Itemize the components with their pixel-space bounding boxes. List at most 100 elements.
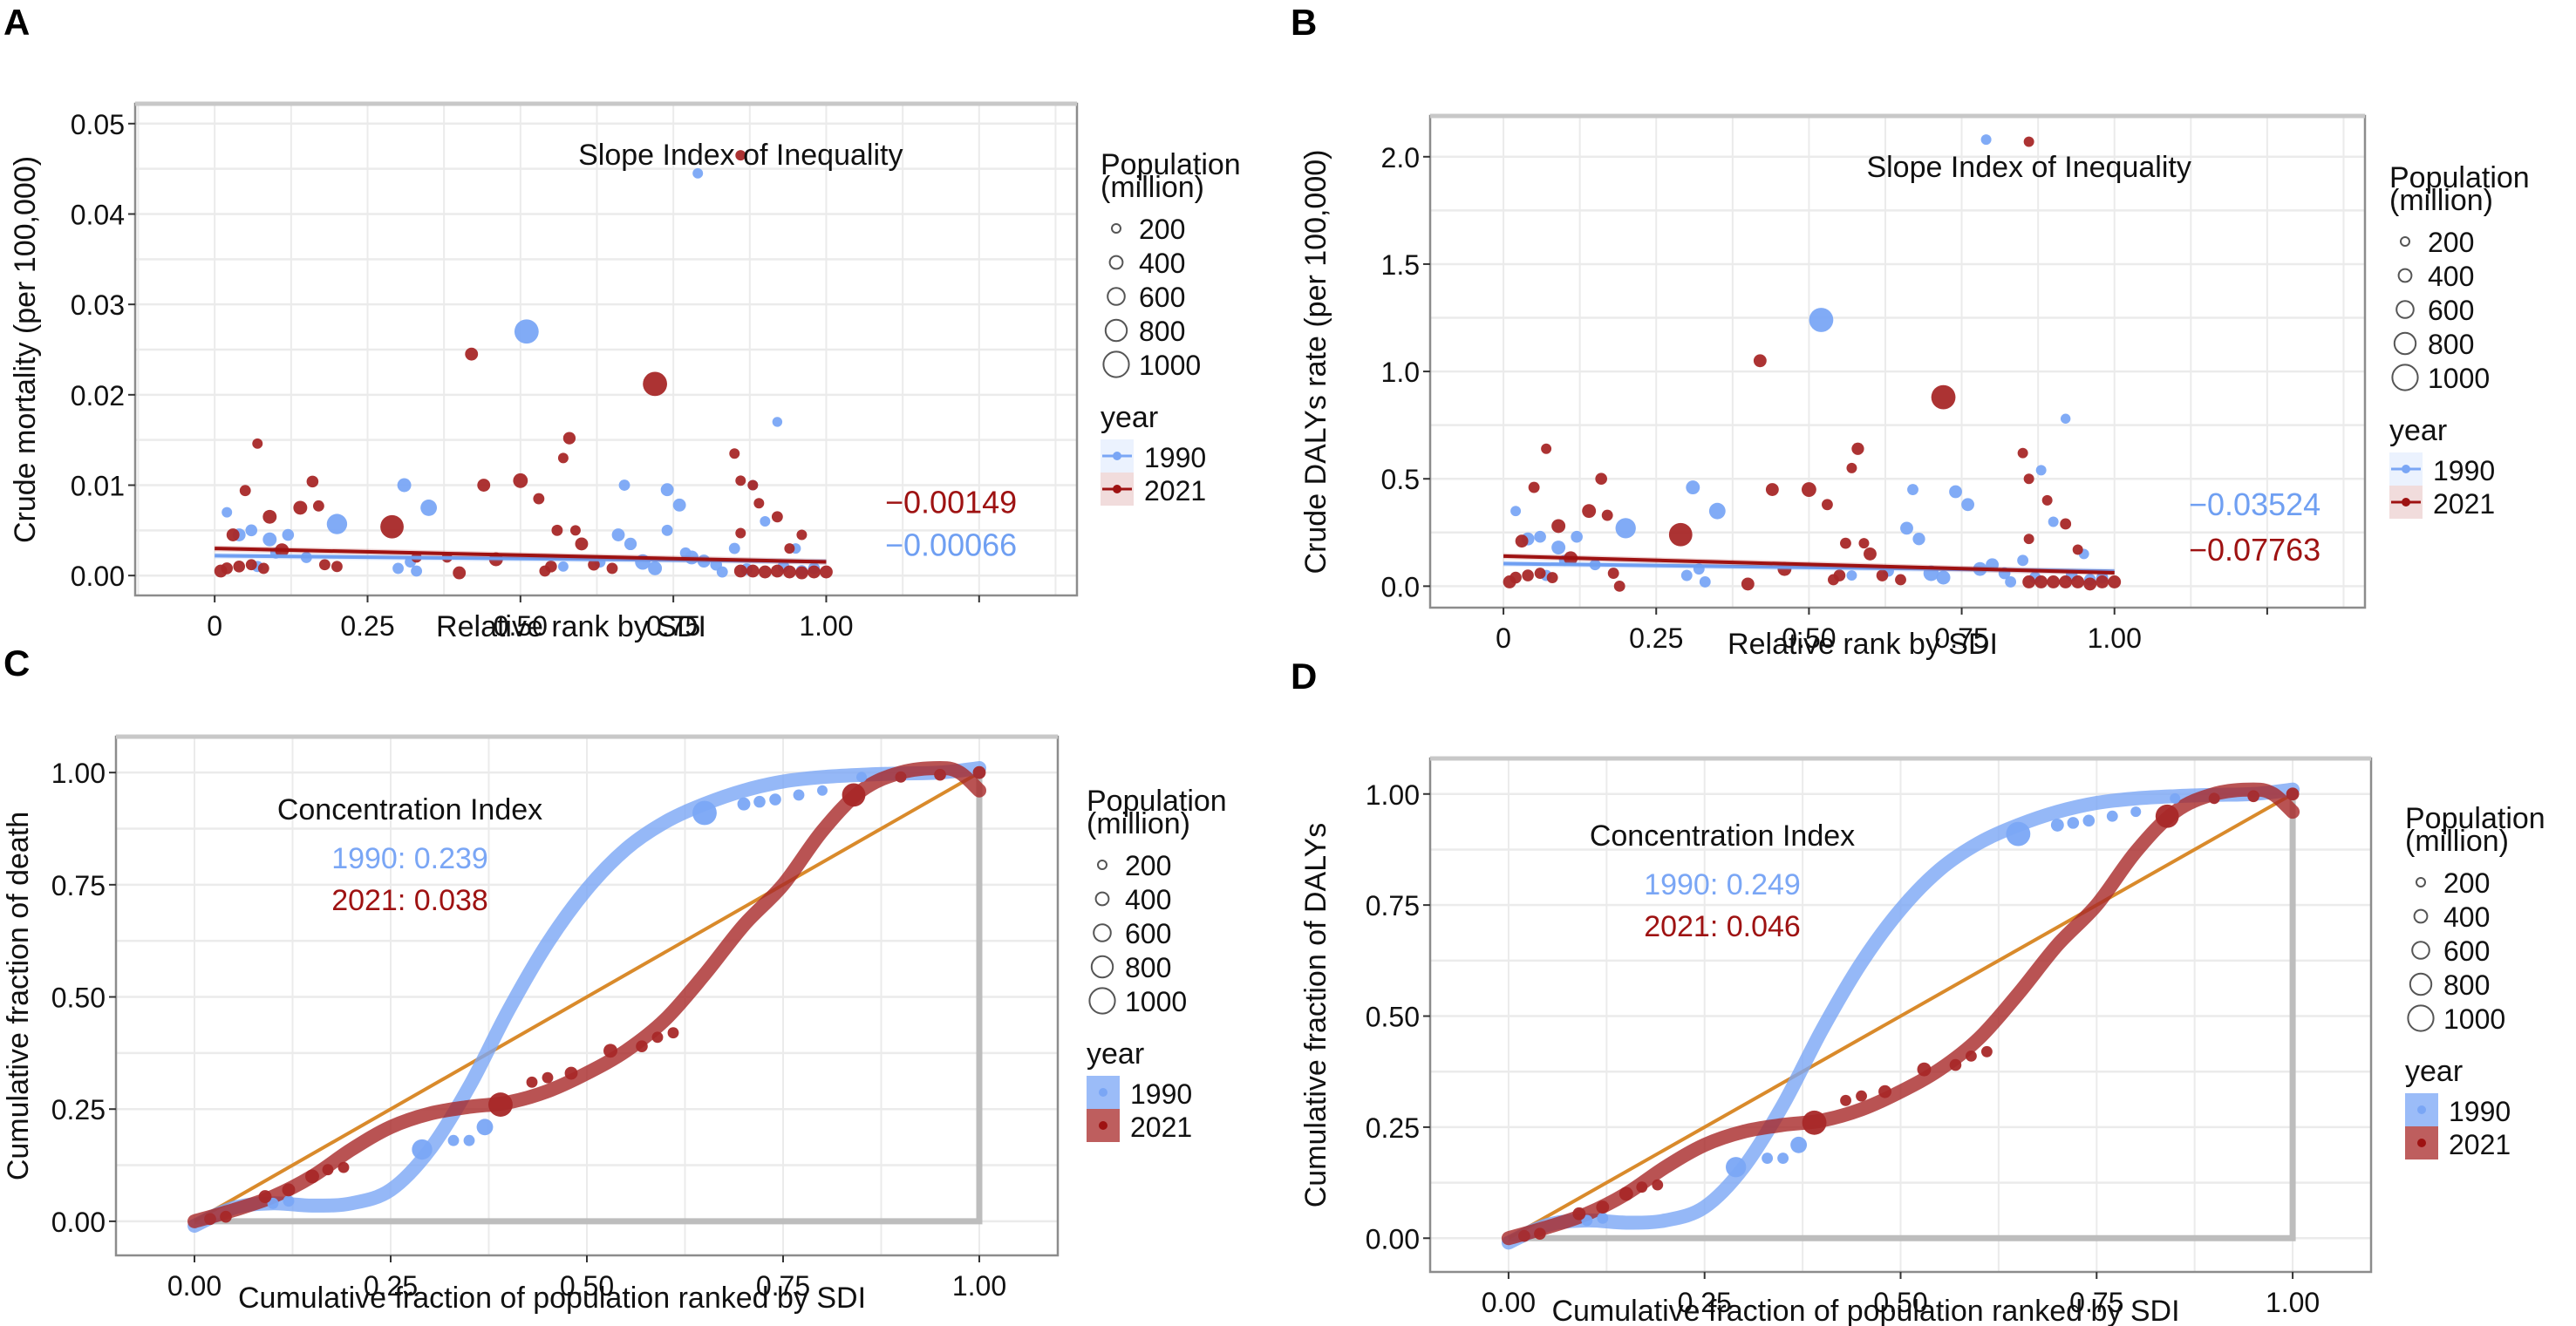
legend-size-subtitle: (million) [1101,171,1204,204]
data-point-2021 [562,432,576,445]
legend-size-key [2407,1004,2435,1032]
data-point-2021 [539,565,551,577]
legend-size-label: 1000 [2428,363,2490,394]
data-point-2021 [1607,568,1619,580]
annotation-title: Slope Index of Inequality [578,139,903,172]
data-point-2021 [758,565,772,579]
legend-size-label: 600 [1125,918,1171,949]
legend-size-label: 800 [1139,316,1185,347]
legend-size-key [1093,923,1112,942]
data-point-1990 [262,532,277,547]
legend-size-label: 400 [2443,901,2490,933]
legend-year-label: 2021 [2433,488,2495,520]
x-tick-label: 0.25 [1678,1287,1732,1318]
data-point-2021 [1619,1187,1633,1201]
legend-year-key-point [2402,498,2410,507]
data-point-1990 [1912,533,1925,546]
data-point-2021 [784,543,795,554]
x-tick-label: 0.25 [1629,622,1683,654]
data-point-1990 [2017,554,2029,567]
data-point-2021 [1613,580,1625,592]
y-tick-label: 0.5 [1381,464,1420,495]
data-point-2021 [636,1040,648,1052]
x-tick-label: 1.00 [2266,1287,2320,1318]
data-point-1990 [447,1134,460,1146]
data-point-2021 [1741,577,1755,591]
legend-size-key [1097,860,1107,870]
data-point-1990 [692,800,717,826]
y-tick-label: 0.50 [51,983,106,1014]
regression-line-2021 [1503,554,2115,575]
data-point-2021 [771,511,783,523]
data-point-2021 [233,561,246,573]
data-point-1990 [753,795,766,808]
legend-size-label: 600 [2428,295,2474,326]
y-axis-title: Crude mortality (per 100,000) [9,156,42,543]
data-point-2021 [305,1169,319,1184]
data-point-2021 [1931,384,1956,410]
data-point-1990 [1571,530,1583,543]
data-point-1990 [2048,516,2059,527]
data-point-1990 [716,566,728,578]
regression-line-2021 [215,547,827,564]
data-point-2021 [808,565,821,579]
y-tick-label: 0.03 [71,289,125,321]
plot-area [214,150,833,580]
equality-line [1507,792,2294,1241]
legend-size-key [1088,987,1116,1015]
data-point-2021 [1509,571,1522,584]
data-point-1990 [737,797,751,811]
data-point-2021 [1801,482,1816,497]
lorenz-curve-1990 [187,761,986,1234]
legend-size-key [2397,268,2413,283]
panel-letter: D [1291,656,1317,697]
data-point-2021 [542,1071,554,1084]
data-point-2021 [312,500,324,512]
data-point-1990 [326,513,348,534]
data-point-1990 [1597,1212,1609,1224]
data-point-2021 [753,498,765,509]
legend-size-key [2409,972,2433,996]
data-point-1990 [2035,465,2047,476]
y-tick-label: 0.02 [71,380,125,411]
plot-area [187,761,986,1234]
y-tick-label: 0.00 [1366,1223,1420,1255]
data-point-2021 [453,566,467,580]
data-point-2021 [220,1210,232,1223]
data-point-2021 [575,537,589,551]
panel-letter: B [1291,2,1317,43]
data-point-2021 [322,1164,334,1176]
data-point-1990 [624,537,637,551]
legend-size-subtitle: (million) [2405,825,2509,858]
legend-size-key [1104,318,1128,343]
y-tick-label: 1.00 [51,758,106,789]
concentration-index-2021: 2021: 0.038 [331,884,488,917]
y-tick-label: 0.0 [1381,571,1420,602]
data-point-1990 [611,528,625,541]
x-axis-title: Cumulative fraction of population ranked… [1551,1295,2179,1326]
data-point-1990 [1699,576,1711,588]
data-point-2021 [735,475,746,486]
data-point-1990 [618,479,630,491]
data-point-2021 [770,564,784,578]
legend-size-label: 600 [1139,282,1185,313]
concentration-index-1990: 1990: 0.249 [1644,868,1801,901]
data-point-2021 [2041,494,2053,506]
data-point-2021 [2017,447,2028,459]
x-tick-label: 0.50 [1873,1287,1927,1318]
data-point-2021 [820,565,833,579]
data-point-2021 [1851,442,1864,455]
data-point-1990 [1790,1136,1808,1153]
data-point-1990 [1551,541,1566,554]
data-point-1990 [817,785,828,796]
grid [1430,116,2365,608]
data-point-1990 [412,1139,433,1160]
legend-year-label: 2021 [1130,1112,1192,1143]
data-point-2021 [465,347,479,361]
legend-year-title: year [1087,1037,1144,1071]
y-tick-label: 1.5 [1381,249,1420,281]
legend-size-label: 800 [1125,952,1171,983]
data-point-2021 [258,1190,272,1204]
data-point-2021 [1876,569,1889,581]
